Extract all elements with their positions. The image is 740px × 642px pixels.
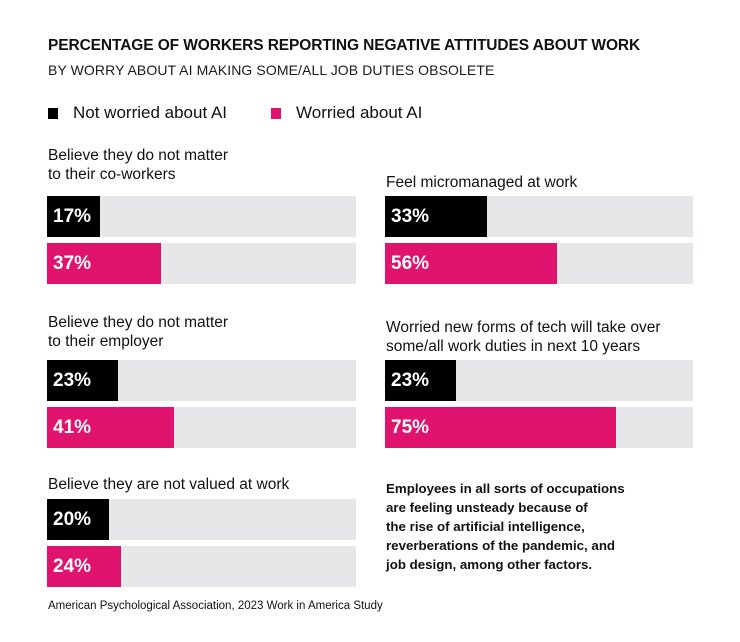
bar-not-worried bbox=[385, 196, 487, 237]
bar-worried bbox=[385, 243, 557, 284]
bar-value-label: 37% bbox=[53, 253, 92, 274]
bar-value-label: 23% bbox=[391, 370, 430, 391]
bar-value-label: 75% bbox=[391, 417, 430, 438]
category-label: Worried new forms of tech will take over… bbox=[386, 318, 661, 356]
bar-worried bbox=[385, 407, 616, 448]
bar-track: 56% bbox=[385, 243, 693, 284]
bar-not-worried bbox=[47, 196, 100, 237]
bar-value-label: 17% bbox=[53, 206, 92, 227]
category-label-line: some/all work duties in next 10 years bbox=[386, 338, 641, 355]
bar-value-label: 23% bbox=[53, 370, 92, 391]
bar-value-label: 41% bbox=[53, 417, 92, 438]
bar-not-worried bbox=[385, 360, 456, 401]
legend-item-not-worried: Not worried about AI bbox=[48, 103, 227, 123]
bar-track: 37% bbox=[47, 243, 356, 284]
category-label-line: to their co-workers bbox=[48, 166, 176, 183]
category-label-line: to their employer bbox=[48, 333, 164, 350]
annotation-line: are feeling unsteady because of bbox=[386, 500, 588, 515]
bar-track: 75% bbox=[385, 407, 693, 448]
legend-item-worried: Worried about AI bbox=[271, 103, 422, 123]
legend-label-worried: Worried about AI bbox=[296, 103, 423, 122]
category-label: Believe they are not valued at work bbox=[48, 475, 289, 494]
legend: Not worried about AI Worried about AI bbox=[48, 103, 466, 123]
bar-not-worried bbox=[47, 499, 109, 540]
chart-subtitle: BY WORRY ABOUT AI MAKING SOME/ALL JOB DU… bbox=[48, 62, 495, 78]
bar-track: 23% bbox=[47, 360, 356, 401]
bar-value-label: 56% bbox=[391, 253, 430, 274]
bar-worried bbox=[47, 243, 161, 284]
category-label-line: Feel micromanaged at work bbox=[386, 174, 578, 191]
annotation-note: Employees in all sorts of occupations ar… bbox=[386, 479, 686, 574]
legend-swatch-not-worried bbox=[48, 107, 58, 119]
annotation-line: job design, among other factors. bbox=[386, 557, 593, 572]
bar-track: 24% bbox=[47, 546, 356, 587]
bar-worried bbox=[47, 546, 121, 587]
legend-label-not-worried: Not worried about AI bbox=[73, 103, 228, 122]
bar-track: 33% bbox=[385, 196, 693, 237]
source-credit: American Psychological Association, 2023… bbox=[48, 600, 383, 612]
category-label: Believe they do not matter to their emplo… bbox=[48, 313, 228, 351]
category-label-line: Believe they do not matter bbox=[48, 147, 229, 164]
bar-worried bbox=[47, 407, 174, 448]
category-label: Feel micromanaged at work bbox=[386, 173, 577, 192]
category-label-line: Worried new forms of tech will take over bbox=[386, 319, 661, 336]
annotation-line: the rise of artificial intelligence, bbox=[386, 519, 585, 534]
category-label-line: Believe they do not matter bbox=[48, 314, 229, 331]
bar-value-label: 33% bbox=[391, 206, 430, 227]
bar-track: 41% bbox=[47, 407, 356, 448]
annotation-line: Employees in all sorts of occupations bbox=[386, 481, 625, 496]
bar-track: 17% bbox=[47, 196, 356, 237]
bar-value-label: 24% bbox=[53, 556, 92, 577]
bar-track: 23% bbox=[385, 360, 693, 401]
bar-track: 20% bbox=[47, 499, 356, 540]
category-label-line: Believe they are not valued at work bbox=[48, 476, 290, 493]
annotation-line: reverberations of the pandemic, and bbox=[386, 538, 616, 553]
bar-value-label: 20% bbox=[53, 509, 92, 530]
category-label: Believe they do not matter to their co-wo… bbox=[48, 146, 228, 184]
bar-not-worried bbox=[47, 360, 118, 401]
legend-swatch-worried bbox=[271, 107, 282, 119]
chart-title: PERCENTAGE OF WORKERS REPORTING NEGATIVE… bbox=[48, 37, 641, 54]
